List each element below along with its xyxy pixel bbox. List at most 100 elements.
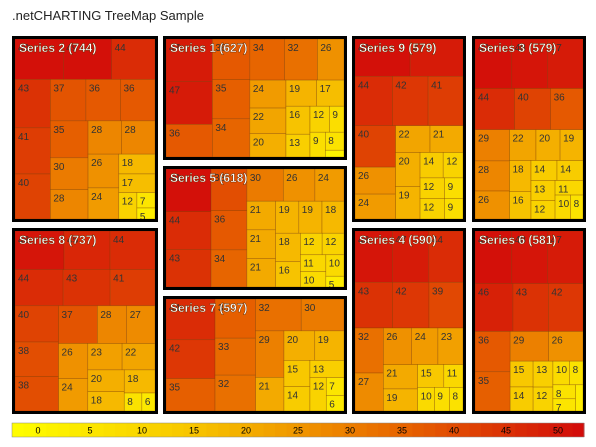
treemap-cell[interactable] [109, 230, 156, 270]
treemap-cell[interactable] [87, 153, 120, 189]
treemap-cell[interactable] [14, 79, 51, 129]
cell-value-label: 37 [62, 310, 74, 321]
legend-swatch [69, 423, 82, 437]
treemap-cell[interactable] [214, 337, 256, 376]
cell-value-label: 14 [513, 391, 525, 402]
treemap-cell[interactable] [474, 88, 515, 130]
treemap-cell[interactable] [212, 118, 251, 158]
treemap-cell[interactable] [85, 79, 121, 122]
cell-value-label: 19 [302, 205, 314, 216]
treemap-cell[interactable] [411, 327, 439, 365]
treemap-cell[interactable] [50, 79, 87, 122]
treemap-cell[interactable] [255, 377, 285, 412]
treemap-cell[interactable] [514, 88, 551, 130]
treemap-cell[interactable] [283, 360, 311, 387]
treemap-cell[interactable] [428, 281, 464, 329]
treemap-cell[interactable] [354, 193, 396, 220]
treemap-cell[interactable] [285, 105, 311, 135]
treemap-cell[interactable] [300, 298, 345, 332]
treemap-cell[interactable] [474, 38, 513, 89]
cell-value-label: 12 [313, 110, 325, 121]
treemap-cell[interactable] [509, 129, 537, 161]
treemap-cell[interactable] [87, 120, 122, 155]
treemap-cell[interactable] [165, 298, 216, 341]
treemap-cell[interactable] [317, 38, 345, 81]
treemap-cell[interactable] [165, 249, 212, 288]
cell-value-label: 24 [91, 192, 103, 203]
treemap-cell[interactable] [210, 168, 248, 211]
cell-value-label: 37 [53, 83, 65, 94]
treemap-cell[interactable] [121, 120, 156, 155]
treemap-cell[interactable] [109, 269, 156, 307]
cell-value-label: 35 [478, 376, 490, 387]
treemap-cell[interactable] [429, 125, 464, 153]
treemap-cell[interactable] [474, 160, 510, 192]
treemap-cell[interactable] [249, 107, 287, 135]
treemap-cell[interactable] [354, 125, 396, 168]
cell-value-label: 32 [358, 332, 370, 343]
treemap-cell[interactable] [437, 327, 464, 365]
cell-value-label: 16 [512, 195, 524, 206]
cell-value-label: 12 [313, 382, 325, 393]
treemap-cell[interactable] [325, 149, 345, 158]
cell-value-label: 16 [289, 110, 301, 121]
cell-value-label: 36 [478, 335, 490, 346]
treemap-cell[interactable] [58, 378, 89, 412]
treemap-cell[interactable] [14, 376, 59, 412]
treemap-cell[interactable] [395, 125, 431, 153]
treemap-cell[interactable] [283, 386, 311, 412]
treemap-cell[interactable] [87, 187, 120, 220]
cell-value-label: 38 [18, 346, 30, 357]
treemap-cell[interactable] [111, 38, 156, 80]
treemap-cell[interactable] [249, 79, 287, 109]
treemap-cell[interactable] [548, 283, 584, 332]
treemap-cell[interactable] [391, 230, 430, 283]
treemap-cell[interactable] [284, 38, 318, 81]
treemap-cell[interactable] [474, 230, 513, 284]
treemap-cell[interactable] [165, 378, 216, 412]
treemap-cell[interactable] [354, 372, 384, 412]
treemap-cell[interactable] [246, 229, 276, 259]
treemap-cell[interactable] [210, 210, 248, 251]
treemap-cell[interactable] [392, 281, 430, 329]
treemap-cell[interactable] [354, 281, 393, 329]
series-border [163, 36, 347, 160]
treemap-cell[interactable] [165, 211, 212, 250]
treemap-cell[interactable] [395, 186, 421, 220]
treemap-cell[interactable] [275, 232, 301, 263]
treemap-cell[interactable] [50, 157, 89, 190]
treemap-cell[interactable] [120, 79, 156, 122]
cell-value-label: 30 [53, 162, 65, 173]
cell-value-label: 10 [329, 259, 341, 270]
treemap-cell[interactable] [249, 38, 285, 81]
treemap-cell[interactable] [474, 190, 510, 220]
treemap-cell[interactable] [14, 173, 51, 220]
cell-value-label: 22 [125, 347, 137, 358]
treemap-cell[interactable] [474, 283, 514, 332]
treemap-cell[interactable] [50, 189, 89, 220]
cell-value-label: 22 [399, 130, 411, 141]
series-border [472, 228, 586, 414]
treemap-cell[interactable] [547, 230, 584, 284]
treemap-cell[interactable] [409, 38, 464, 77]
treemap-cell[interactable] [210, 249, 248, 288]
cell-value-label: 12 [303, 237, 315, 248]
treemap-cell[interactable] [283, 330, 316, 361]
treemap-cell[interactable] [354, 230, 393, 283]
treemap-cell[interactable] [255, 298, 302, 332]
treemap-cell[interactable] [212, 79, 251, 120]
treemap-cell[interactable] [395, 152, 421, 187]
legend-swatch [309, 423, 322, 437]
treemap-cell[interactable] [255, 330, 285, 378]
treemap-cell[interactable] [474, 331, 511, 373]
treemap-cell[interactable] [428, 230, 464, 283]
treemap-cell[interactable] [550, 88, 584, 130]
treemap-cell[interactable] [165, 38, 213, 82]
treemap-cell[interactable] [58, 343, 89, 379]
treemap-cell[interactable] [165, 124, 213, 158]
legend-swatch [549, 423, 562, 437]
treemap-cell[interactable] [354, 76, 393, 126]
treemap-cell[interactable] [246, 258, 276, 288]
treemap-cell[interactable] [575, 384, 584, 412]
treemap-cell[interactable] [246, 200, 276, 231]
